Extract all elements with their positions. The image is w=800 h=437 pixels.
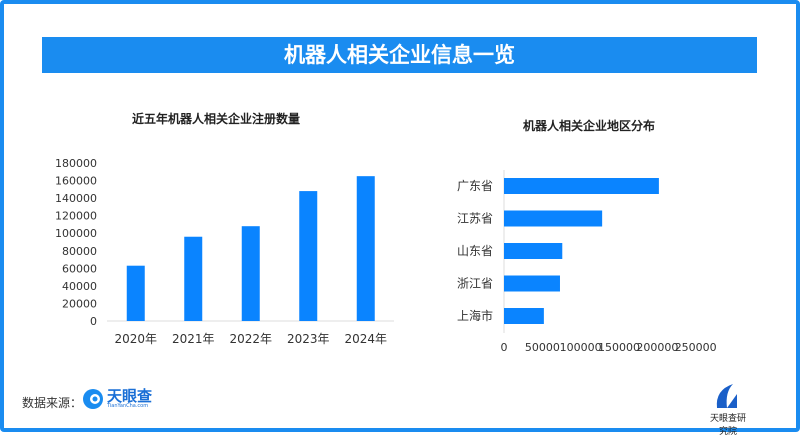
tianyancha-logo: 天眼查 TianYanCha.com <box>82 388 152 410</box>
y-tick-label: 100000 <box>55 227 97 240</box>
y-tick-label: 160000 <box>55 175 97 188</box>
logo-text: 天眼查 <box>107 387 153 405</box>
bar-上海市 <box>504 308 544 324</box>
x-tick-label: 2020年 <box>114 332 157 346</box>
source-label: 数据来源： <box>22 396 83 410</box>
y-tick-label: 山东省 <box>457 244 493 258</box>
x-tick-label: 0 <box>501 341 508 354</box>
x-tick-label: 2021年 <box>172 332 215 346</box>
y-tick-label: 上海市 <box>457 308 493 323</box>
x-tick-label: 50000 <box>525 341 560 354</box>
y-tick-label: 40000 <box>62 280 97 293</box>
bar-浙江省 <box>504 275 560 292</box>
bar-广东省 <box>504 178 659 194</box>
y-tick-label: 140000 <box>55 192 97 205</box>
y-tick-label: 浙江省 <box>457 277 493 291</box>
x-tick-label: 2022年 <box>229 332 272 346</box>
y-tick-label: 广东省 <box>457 179 493 193</box>
chart-title-region: 机器人相关企业地区分布 <box>523 119 656 133</box>
y-tick-label: 120000 <box>55 210 97 223</box>
bar-山东省 <box>504 243 563 259</box>
y-tick-label: 60000 <box>62 262 97 275</box>
bar-江苏省 <box>504 210 603 227</box>
x-tick-label: 2024年 <box>344 332 387 346</box>
bar-2024年 <box>356 176 375 321</box>
page-title: 机器人相关企业信息一览 <box>42 37 757 73</box>
institute-name: 天眼查研究院 <box>709 414 746 437</box>
logo-subtext: TianYanCha.com <box>107 403 149 409</box>
bar-2023年 <box>299 191 318 321</box>
y-tick-label: 180000 <box>55 157 97 170</box>
y-tick-label: 0 <box>90 315 97 328</box>
y-tick-label: 江苏省 <box>457 212 493 226</box>
bar-2022年 <box>241 226 260 321</box>
chart-title-yearly: 近五年机器人相关企业注册数量 <box>132 112 301 126</box>
x-tick-label: 2023年 <box>287 332 330 346</box>
x-tick-label: 250000 <box>675 341 717 354</box>
x-tick-label: 100000 <box>560 341 602 354</box>
x-tick-label: 150000 <box>598 341 640 354</box>
y-tick-label: 80000 <box>62 245 97 258</box>
x-tick-label: 200000 <box>636 341 678 354</box>
institute-mark-icon <box>716 384 737 408</box>
institute-logo: 天眼查研究院 <box>706 382 750 437</box>
bar-2020年 <box>126 265 145 321</box>
y-tick-label: 20000 <box>62 297 97 310</box>
bar-2021年 <box>184 236 203 321</box>
eye-logo-icon <box>83 389 103 409</box>
